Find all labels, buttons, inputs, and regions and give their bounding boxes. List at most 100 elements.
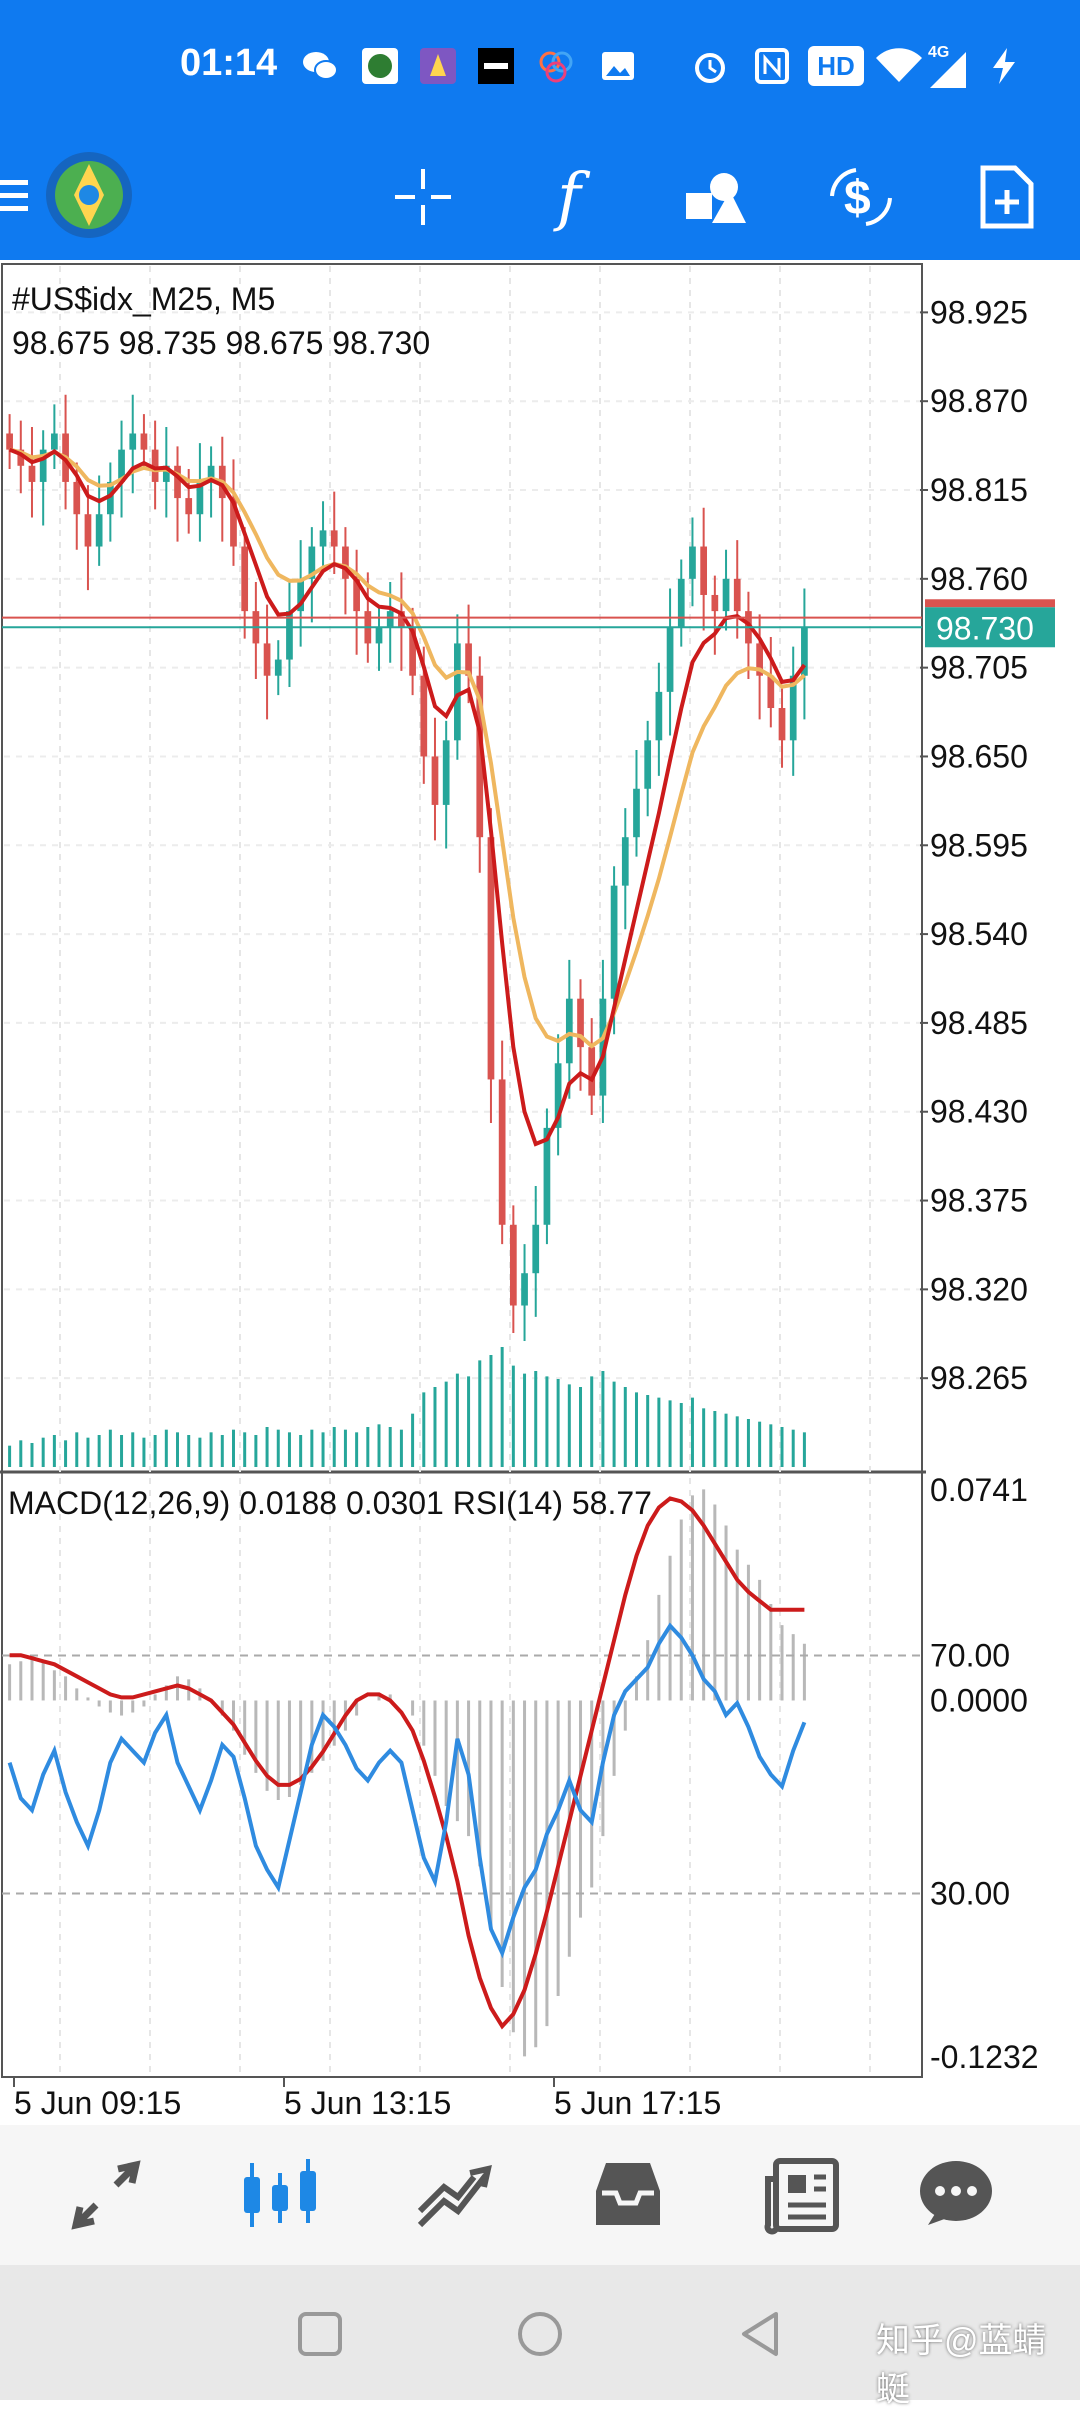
candle-body: [230, 498, 237, 547]
candle-body: [274, 659, 282, 676]
price-tick-label: 98.430: [930, 1094, 1028, 1130]
metatrader-logo-icon[interactable]: [44, 150, 134, 240]
macd-axis-zero: 0.0000: [930, 1682, 1028, 1718]
candle-body: [151, 449, 159, 482]
price-tick-label: 98.375: [930, 1183, 1028, 1219]
home-icon[interactable]: [516, 2310, 564, 2358]
ma-slow-line: [9, 447, 806, 1049]
price-tick-label: 98.265: [930, 1360, 1028, 1396]
bottom-navigation: [0, 2125, 1080, 2265]
charging-icon: [993, 48, 1015, 84]
candle-body: [342, 546, 349, 579]
candle-body: [789, 675, 797, 741]
indicator-label: MACD(12,26,9) 0.0188 0.0301 RSI(14) 58.7…: [8, 1485, 652, 1521]
price-tick-label: 98.595: [930, 827, 1028, 863]
candle-body: [375, 627, 383, 644]
objects-icon: [686, 173, 746, 223]
gallery-icon: [602, 52, 634, 80]
quotes-icon: [71, 2160, 141, 2230]
app-icon-2: [420, 48, 456, 84]
wifi-icon: [876, 48, 922, 82]
nav-chart[interactable]: [230, 2145, 330, 2245]
candle-body: [565, 998, 573, 1064]
candle-body: [498, 1079, 506, 1225]
candle-body: [431, 756, 439, 805]
objects-button[interactable]: [670, 152, 760, 242]
chart-toolbar: f $: [0, 130, 1080, 260]
nav-trade[interactable]: [404, 2145, 504, 2245]
volume-bars: [8, 1347, 806, 1467]
candle-body: [700, 546, 708, 595]
signal-4g-icon: [930, 52, 966, 88]
candle-body: [465, 643, 472, 676]
candle-body: [185, 498, 193, 515]
back-icon[interactable]: [736, 2310, 784, 2358]
symbol-label: #US$idx_M25, M5: [12, 281, 275, 317]
app-icon-4: [539, 51, 573, 83]
trade-button[interactable]: $: [816, 152, 906, 242]
candle-body: [73, 481, 81, 515]
time-axis: 5 Jun 09:15 5 Jun 13:15 5 Jun 17:15: [13, 2077, 721, 2121]
price-chart[interactable]: 98.925 98.870 98.815 98.760 98.705 98.650 98.5…: [0, 262, 1080, 2122]
candle-body: [84, 514, 92, 547]
nav-quotes[interactable]: [56, 2145, 156, 2245]
indicators-f-icon: f: [557, 160, 581, 234]
nav-chat[interactable]: [906, 2145, 1006, 2245]
candle-body: [655, 691, 663, 741]
candle-body: [554, 1063, 562, 1128]
candle-body: [106, 481, 114, 515]
price-tick-label: 98.650: [930, 738, 1028, 774]
candle-body: [767, 675, 775, 709]
price-tick-label: 98.760: [930, 561, 1028, 597]
price-tick-label: 98.705: [930, 650, 1028, 686]
candle-body: [420, 675, 428, 757]
candle-body: [297, 578, 305, 612]
candle-body: [51, 433, 58, 450]
candle-body: [476, 675, 484, 838]
candle-body: [454, 643, 461, 741]
nav-news[interactable]: [752, 2145, 852, 2245]
candle-body: [207, 465, 215, 482]
nav-history[interactable]: [578, 2145, 678, 2245]
chart-area[interactable]: 98.925 98.870 98.815 98.760 98.705 98.650 98.5…: [0, 262, 1080, 2122]
indicators-button[interactable]: f: [524, 152, 614, 242]
hd-icon: HD: [808, 46, 864, 86]
candle-body: [330, 530, 338, 547]
candle-body: [644, 740, 652, 789]
candle-body: [129, 433, 137, 450]
candle-body: [689, 546, 696, 579]
candle-body: [174, 465, 181, 499]
nfc-icon: [755, 48, 789, 84]
status-bar: 01:14 HD 4G: [0, 0, 1080, 130]
candle-body: [521, 1273, 528, 1306]
candle-body: [196, 481, 204, 515]
rsi-line: [7, 1622, 807, 1959]
price-axis: 98.925 98.870 98.815 98.760 98.705 98.650 98.5…: [920, 294, 1028, 1396]
macd-axis-bottom: -0.1232: [930, 2039, 1039, 2075]
crosshair-button[interactable]: [378, 152, 468, 242]
new-order-button[interactable]: [962, 152, 1052, 242]
candle-body: [633, 788, 640, 838]
svg-text:$: $: [844, 172, 871, 225]
time-tick-label: 5 Jun 17:15: [554, 2085, 721, 2121]
recent-apps-icon[interactable]: [296, 2310, 344, 2358]
candle-body: [733, 578, 741, 612]
status-time: 01:14: [180, 42, 278, 84]
price-tick-label: 98.815: [930, 472, 1028, 508]
wechat-icon: [303, 52, 338, 80]
candle-body: [532, 1224, 540, 1274]
candle-body: [28, 465, 36, 482]
candle-body: [711, 594, 719, 612]
candle-body: [610, 885, 618, 999]
menu-icon[interactable]: [0, 176, 30, 216]
alarm-icon: [695, 53, 725, 83]
app-icon-1: [362, 48, 398, 84]
rsi-axis-30: 30.00: [930, 1876, 1010, 1912]
price-tick-label: 98.485: [930, 1005, 1028, 1041]
price-tick-label: 98.870: [930, 383, 1028, 419]
candle-body: [39, 449, 47, 482]
candle-body: [599, 998, 607, 1096]
candle-body: [308, 546, 316, 579]
candle-body: [162, 465, 170, 482]
macd-axis-top: 0.0741: [930, 1472, 1028, 1508]
